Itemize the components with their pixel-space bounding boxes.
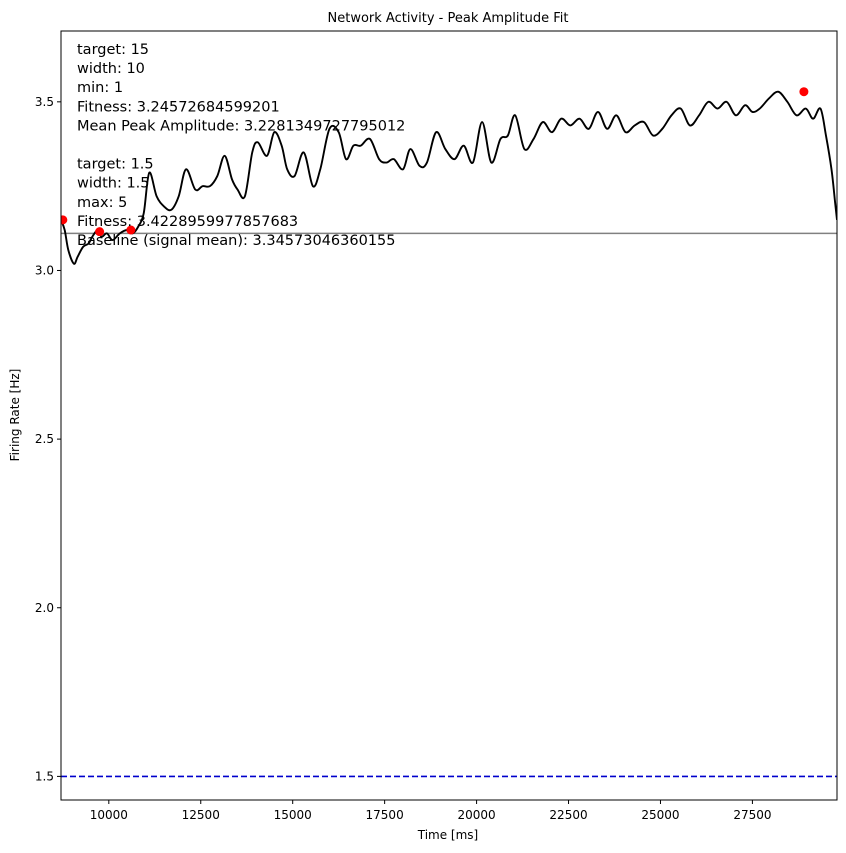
annotation-line: Baseline (signal mean): 3.34573046360155 (77, 233, 396, 249)
y-tick-label: 3.5 (35, 95, 54, 109)
y-tick-label: 2.0 (35, 601, 54, 615)
y-axis-title: Firing Rate [Hz] (8, 369, 22, 462)
annotation-line: Fitness: 3.24572684599201 (77, 99, 280, 115)
y-tick-label: 3.0 (35, 263, 54, 277)
peak-marker (61, 215, 68, 225)
y-tick-label: 1.5 (35, 769, 54, 783)
peak-marker (126, 225, 136, 235)
annotation-line: target: 1.5 (77, 157, 154, 173)
annotation-line: width: 10 (77, 61, 145, 77)
annotation-line: max: 5 (77, 195, 127, 211)
annotation-line: Fitness: 3.4228959977857683 (77, 214, 298, 230)
annotation-line: min: 1 (77, 80, 123, 96)
peak-marker (95, 227, 105, 237)
x-tick-label: 17500 (366, 808, 404, 822)
x-tick-label: 25000 (641, 808, 679, 822)
annotation-line: Mean Peak Amplitude: 3.2281349727795012 (77, 118, 405, 134)
axes-layer: 10000 12500 15000 17500 20000 22500 25000 27500… (35, 30, 838, 822)
y-tick-label: 2.5 (35, 432, 54, 446)
x-tick-label: 10000 (90, 808, 128, 822)
plot-area (61, 87, 837, 778)
plot-frame (60, 30, 838, 801)
annotation-line: width: 1.5 (77, 176, 150, 192)
annotation-line: target: 15 (77, 42, 149, 58)
x-tick-label: 20000 (457, 808, 495, 822)
signal-line (61, 90, 837, 265)
x-tick-label: 12500 (182, 808, 220, 822)
x-axis-title: Time [ms] (417, 828, 479, 842)
peak-marker (799, 87, 809, 97)
x-tick-label: 22500 (549, 808, 587, 822)
x-tick-label: 15000 (274, 808, 312, 822)
chart-title: Network Activity - Peak Amplitude Fit (328, 11, 569, 26)
x-tick-label: 27500 (733, 808, 771, 822)
fit-annotation: target: 15 width: 10 min: 1 Fitness: 3.2457… (77, 42, 405, 249)
